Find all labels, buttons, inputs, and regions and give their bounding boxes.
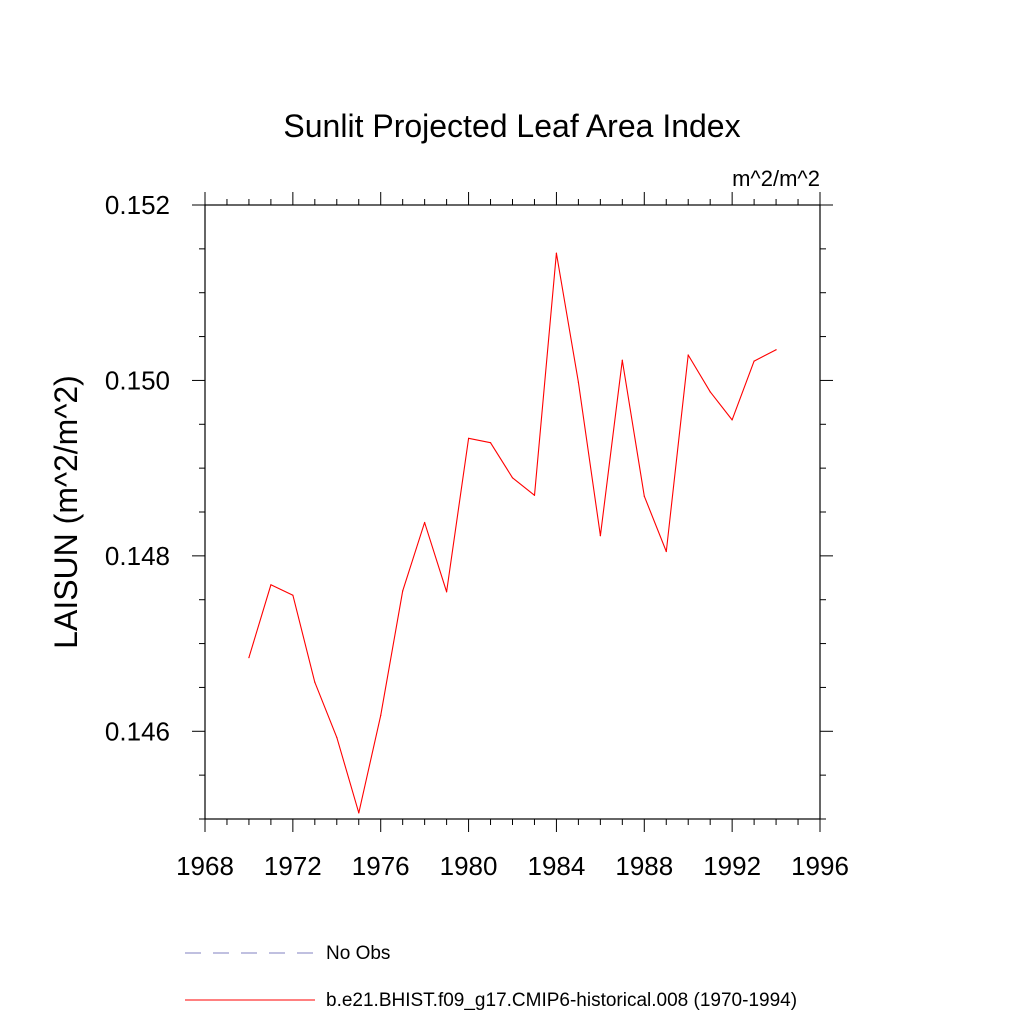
data-point <box>687 354 689 356</box>
y-tick-label: 0.152 <box>105 190 170 220</box>
data-point <box>358 812 360 814</box>
data-point <box>248 657 250 659</box>
x-tick-label: 1996 <box>791 851 849 881</box>
x-tick-label: 1980 <box>440 851 498 881</box>
data-point <box>446 591 448 593</box>
data-point <box>533 494 536 496</box>
data-point <box>380 714 382 717</box>
x-axis: 1968 1972 1976 1980 1984 1988 1992 1996 <box>176 192 849 881</box>
data-point <box>577 381 579 383</box>
legend: No Obs b.e21.BHIST.f09_g17.CMIP6-histori… <box>185 943 797 1011</box>
series-layer <box>248 252 777 814</box>
series-line <box>248 252 777 814</box>
x-tick-label: 1984 <box>528 851 586 881</box>
data-point <box>402 590 404 592</box>
x-tick-label: 1972 <box>264 851 322 881</box>
data-point <box>424 521 426 524</box>
data-point <box>314 681 316 683</box>
data-point <box>731 419 733 421</box>
data-point <box>511 477 514 479</box>
data-point <box>292 594 294 596</box>
x-tick-label: 1992 <box>703 851 761 881</box>
legend-label-model: b.e21.BHIST.f09_g17.CMIP6-historical.008… <box>326 990 797 1011</box>
x-tick-label: 1976 <box>352 851 410 881</box>
x-tick-label: 1988 <box>615 851 673 881</box>
data-point <box>753 360 755 362</box>
x-tick-label: 1968 <box>176 851 234 881</box>
y-axis-label: LAISUN (m^2/m^2) <box>48 375 84 649</box>
data-point <box>270 584 272 586</box>
data-point <box>709 391 711 393</box>
data-point <box>555 252 558 254</box>
data-point <box>643 495 645 497</box>
y-axis: 0.146 0.148 0.150 0.152 <box>105 190 833 820</box>
data-point <box>665 550 667 553</box>
chart-title: Sunlit Projected Leaf Area Index <box>283 108 740 144</box>
y-tick-label: 0.150 <box>105 365 170 395</box>
data-point <box>336 736 338 739</box>
y-tick-label: 0.148 <box>105 541 170 571</box>
legend-label-no-obs: No Obs <box>326 943 390 964</box>
data-point <box>467 437 470 439</box>
units-label: m^2/m^2 <box>732 166 820 191</box>
data-point <box>775 349 777 351</box>
plot-frame <box>204 204 821 820</box>
data-point <box>599 535 601 537</box>
data-point <box>489 442 492 444</box>
data-point <box>621 359 623 361</box>
y-tick-label: 0.146 <box>105 716 170 746</box>
